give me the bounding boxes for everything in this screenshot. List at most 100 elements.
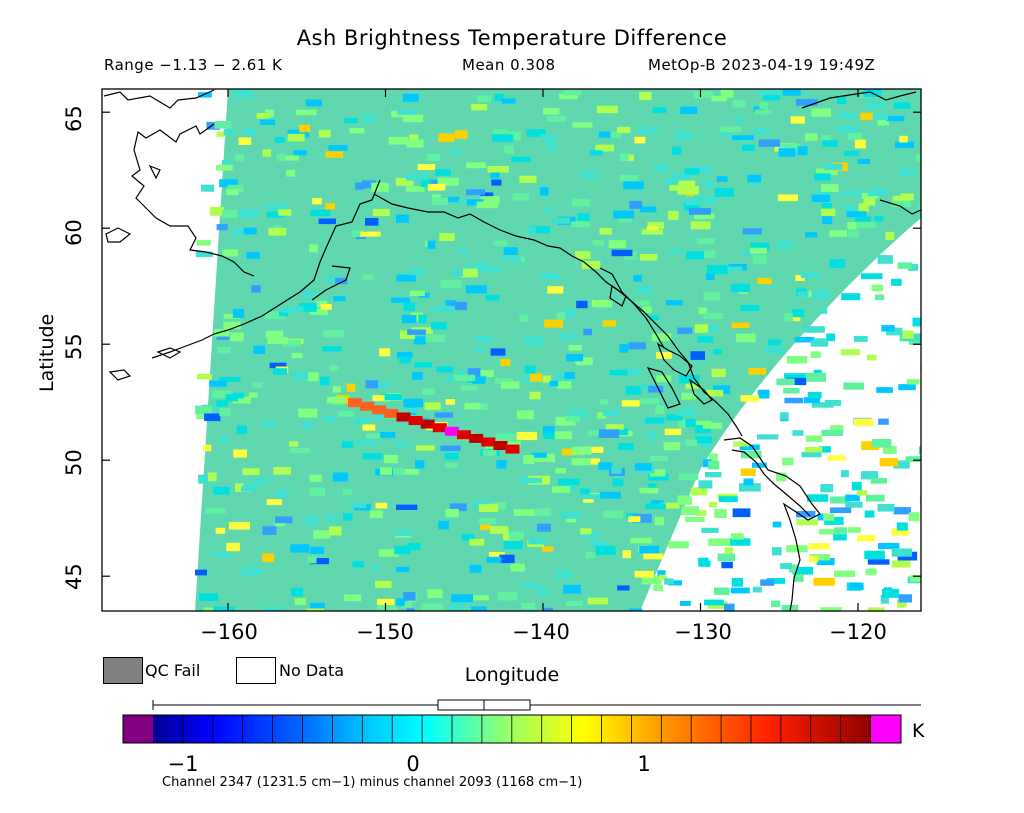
swath-pixel (452, 268, 463, 277)
swath-pixel (558, 478, 580, 486)
swath-pixel (401, 601, 413, 608)
swath-pixel (654, 516, 664, 526)
swath-pixel (404, 469, 420, 475)
swath-pixel (545, 138, 555, 146)
swath-pixel (695, 436, 713, 444)
swath-pixel (611, 467, 622, 474)
swath-pixel (677, 497, 692, 505)
swath-pixel (444, 452, 459, 460)
swath-pixel (690, 351, 705, 360)
swath-pixel (246, 252, 260, 259)
swath-pixel (372, 564, 381, 571)
swath-pixel (840, 470, 849, 478)
swath-pixel (203, 444, 212, 452)
plume-pixel (348, 398, 362, 408)
swath-pixel (362, 274, 374, 280)
swath-pixel (696, 510, 707, 516)
swath-pixel (293, 150, 307, 156)
swath-pixel (708, 453, 718, 462)
swath-pixel (261, 420, 276, 427)
plume-pixel (457, 430, 471, 440)
channel-footnote: Channel 2347 (1231.5 cm−1) minus channel… (162, 775, 583, 790)
swath-pixel (915, 154, 921, 162)
swath-pixel (380, 432, 396, 438)
swath-pixel (647, 222, 665, 229)
colorbar-thumb-left (437, 699, 485, 711)
swath-pixel (380, 393, 402, 400)
swath-pixel (766, 578, 786, 584)
swath-pixel (616, 126, 631, 134)
swath-pixel (824, 516, 844, 525)
swath-pixel (648, 483, 657, 492)
swath-pixel (829, 259, 845, 268)
swath-pixel (512, 193, 529, 201)
swath-pixel (818, 308, 828, 314)
swath-pixel (619, 174, 639, 181)
swath-pixel (822, 215, 833, 224)
swath-pixel (465, 264, 485, 271)
swath-pixel (611, 249, 633, 257)
swath-pixel (461, 533, 474, 541)
swath-pixel (232, 229, 248, 237)
swath-pixel (253, 345, 265, 354)
swath-pixel (229, 332, 244, 342)
swath-pixel (554, 431, 572, 440)
swath-pixel (375, 502, 388, 509)
swath-pixel (287, 133, 305, 142)
swath-pixel (731, 322, 750, 328)
swath-pixel (628, 608, 643, 611)
swath-pixel (598, 462, 613, 470)
swath-pixel (599, 491, 621, 499)
swath-pixel (265, 330, 284, 338)
swath-pixel (565, 415, 580, 422)
swath-pixel (664, 428, 682, 436)
swath-pixel (618, 428, 629, 435)
swath-pixel (753, 128, 770, 135)
swath-pixel (482, 450, 497, 456)
swath-pixel (333, 296, 346, 302)
swath-pixel (427, 183, 446, 191)
swath-pixel (499, 256, 521, 263)
swath-pixel (680, 600, 691, 606)
swath-pixel (897, 600, 907, 608)
swath-pixel (666, 414, 683, 421)
swath-pixel (749, 247, 767, 254)
swath-pixel (467, 368, 481, 378)
swath-pixel (796, 511, 816, 518)
swath-pixel (811, 290, 830, 299)
swath-pixel (305, 516, 319, 526)
y-tick-label: 55 (62, 333, 86, 360)
swath-pixel (407, 329, 426, 335)
swath-pixel (396, 214, 409, 223)
swath-pixel (195, 405, 213, 415)
swath-pixel (534, 508, 552, 516)
swath-pixel (820, 484, 834, 493)
swath-pixel (213, 486, 230, 495)
swath-pixel (216, 164, 233, 171)
swath-pixel (664, 578, 674, 585)
swath-pixel (396, 566, 410, 572)
swath-pixel (217, 347, 231, 354)
swath-pixel (865, 568, 877, 576)
swath-pixel (871, 439, 892, 448)
swath-pixel (634, 463, 652, 471)
swath-pixel (811, 402, 834, 408)
swath-pixel (397, 109, 417, 115)
swath-pixel (860, 471, 879, 480)
swath-pixel (764, 346, 785, 354)
swath-pixel (203, 607, 215, 611)
swath-pixel (318, 218, 336, 225)
swath-pixel (877, 503, 895, 512)
swath-pixel (232, 396, 251, 404)
swath-pixel (476, 403, 488, 411)
swath-pixel (363, 114, 375, 123)
swath-pixel (834, 527, 848, 534)
swath-pixel (640, 206, 657, 213)
swath-pixel (592, 240, 604, 246)
swath-pixel (494, 378, 514, 384)
swath-pixel (656, 375, 672, 382)
swath-pixel (580, 171, 597, 179)
swath-pixel (451, 594, 473, 603)
swath-pixel (198, 92, 212, 98)
